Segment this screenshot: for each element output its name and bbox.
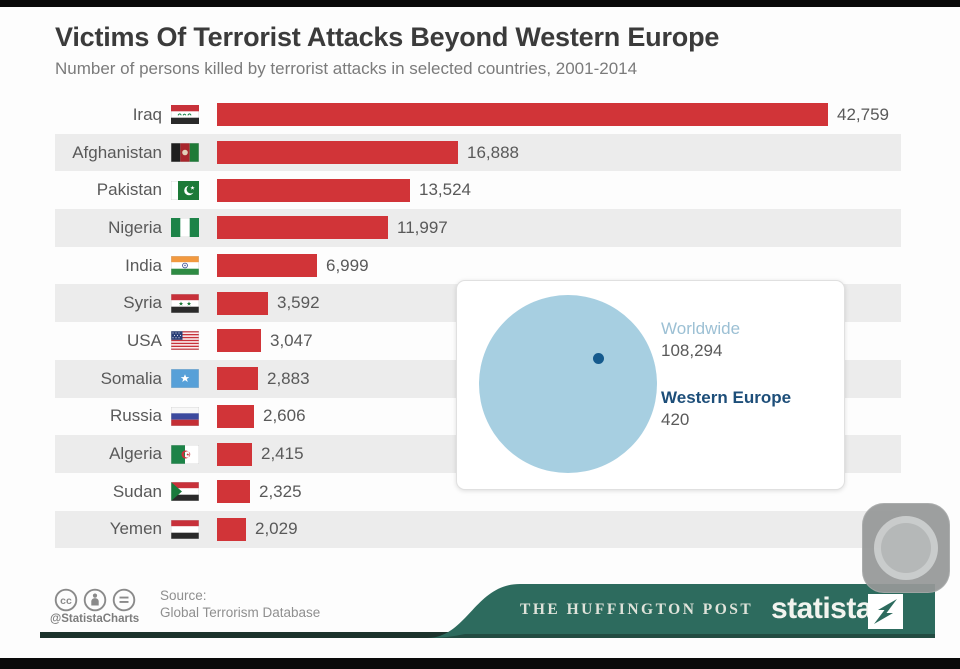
statista-logo-mark-icon (868, 594, 903, 629)
camera-shutter-button[interactable] (862, 503, 950, 593)
bar (217, 517, 246, 541)
source-label: Source: (160, 588, 207, 603)
bar-value-label: 6,999 (326, 255, 369, 275)
country-label: India (125, 255, 162, 275)
country-label: Syria (123, 293, 162, 313)
bottom-letterbox-bar (0, 658, 960, 669)
country-label: Afghanistan (72, 142, 162, 162)
bar (217, 291, 268, 315)
country-label: Sudan (112, 481, 162, 501)
country-label: Iraq (132, 104, 162, 124)
country-label: Algeria (109, 444, 162, 464)
bar-track: 2,325 (217, 480, 901, 504)
bar-value-label: 42,759 (837, 104, 889, 124)
camera-shutter-core (881, 523, 931, 573)
bar (217, 103, 828, 127)
huffington-post-logo: THE HUFFINGTON POST (520, 601, 754, 618)
bar (217, 367, 258, 391)
bar-value-label: 16,888 (467, 142, 519, 162)
inset-legend: Worldwide 108,294 Western Europe 420 (661, 319, 791, 430)
bar-track: 3,592 (217, 291, 901, 315)
bar-track: 2,415 (217, 442, 901, 466)
country-label: Somalia (100, 368, 162, 388)
bar-row: Pakistan 13,524 (55, 171, 901, 210)
footer-rule (40, 632, 680, 638)
bar (217, 442, 252, 466)
syria-flag-icon (171, 293, 199, 313)
top-letterbox-bar (0, 0, 960, 7)
algeria-flag-icon (171, 444, 199, 464)
statista-logo-text: statista (771, 592, 873, 625)
bar-value-label: 2,415 (261, 444, 304, 464)
bar-value-label: 2,883 (267, 368, 310, 388)
cc-icon: cc (54, 588, 78, 612)
bar-value-label: 2,029 (255, 519, 298, 539)
bar (217, 254, 317, 278)
country-label: Nigeria (108, 217, 162, 237)
bar-track: 16,888 (217, 141, 901, 165)
usa-flag-icon (171, 331, 199, 351)
bar-value-label: 3,047 (270, 330, 313, 350)
source-name: Global Terrorism Database (160, 605, 321, 620)
bar-track: 13,524 (217, 178, 901, 202)
afghanistan-flag-icon (171, 143, 199, 163)
bar-track: 2,883 (217, 367, 901, 391)
western-europe-value: 420 (661, 410, 690, 429)
no-derivatives-equals-icon (112, 588, 136, 612)
bar-value-label: 2,606 (263, 406, 306, 426)
attribution-person-icon (83, 588, 107, 612)
bar-value-label: 3,592 (277, 293, 320, 313)
yemen-flag-icon (171, 519, 199, 539)
comparison-inset-card: Worldwide 108,294 Western Europe 420 (456, 280, 845, 490)
statista-charts-handle: @StatistaCharts (50, 613, 140, 625)
bar-track: 42,759 (217, 103, 901, 127)
bar-value-label: 2,325 (259, 481, 302, 501)
chart-canvas: Victims Of Terrorist Attacks Beyond West… (0, 7, 960, 658)
country-label: Yemen (109, 519, 162, 539)
svg-text:cc: cc (60, 595, 72, 607)
bar-row: India 6,999 (55, 246, 901, 285)
worldwide-circle (479, 295, 657, 473)
nigeria-flag-icon (171, 218, 199, 238)
bar (217, 141, 458, 165)
country-label: Russia (110, 406, 162, 426)
bar-track: 6,999 (217, 254, 901, 278)
bar (217, 178, 410, 202)
page-subtitle: Number of persons killed by terrorist at… (55, 59, 638, 78)
publisher-banner: THE HUFFINGTON POST statista (425, 584, 935, 638)
bar-track: 2,029 (217, 517, 901, 541)
bar-track: 2,606 (217, 404, 901, 428)
bar (217, 404, 254, 428)
bar-row: Yemen 2,029 (55, 510, 901, 549)
pakistan-flag-icon (171, 180, 199, 200)
bar-track: 3,047 (217, 329, 901, 353)
bar (217, 329, 261, 353)
worldwide-label: Worldwide (661, 319, 741, 338)
iraq-flag-icon (171, 105, 199, 125)
bar (217, 216, 388, 240)
western-europe-label: Western Europe (661, 388, 792, 407)
somalia-flag-icon (171, 369, 199, 389)
page-title: Victims Of Terrorist Attacks Beyond West… (55, 22, 720, 52)
bar-value-label: 13,524 (419, 180, 471, 200)
country-label: USA (127, 330, 162, 350)
russia-flag-icon (171, 406, 199, 426)
bar-value-label: 11,997 (397, 217, 448, 237)
worldwide-value: 108,294 (661, 341, 723, 360)
creative-commons-icons: cc (53, 587, 137, 618)
india-flag-icon (171, 256, 199, 276)
banner-swoosh-shape (427, 584, 935, 638)
bar-track: 11,997 (217, 216, 901, 240)
country-label: Pakistan (96, 180, 162, 200)
bar (217, 480, 250, 504)
bar-row: Nigeria 11,997 (55, 209, 901, 247)
sudan-flag-icon (171, 482, 199, 502)
bar-row: Iraq 42,759 (55, 96, 901, 134)
western-europe-dot (593, 353, 604, 364)
bar-row: Afghanistan 16,888 (55, 133, 901, 172)
source-block: Source: Global Terrorism Database (160, 587, 320, 621)
